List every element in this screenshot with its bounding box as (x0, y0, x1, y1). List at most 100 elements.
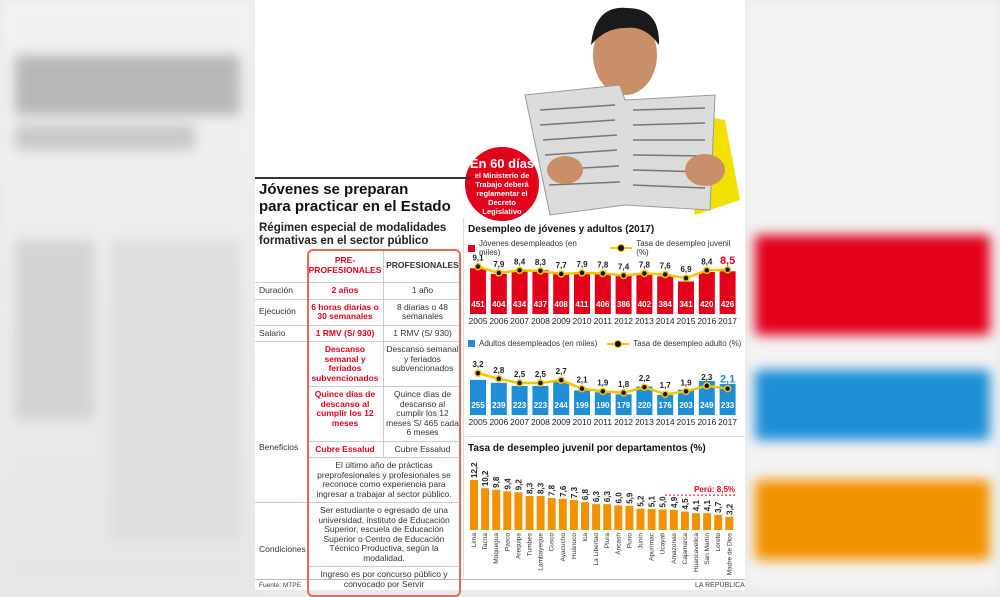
bar (553, 381, 570, 415)
rate-label: 6,9 (680, 265, 692, 274)
x-tick-label: Huánuco (571, 533, 578, 559)
callout-badge: En 60 días el Ministerio de Trabajo debe… (463, 145, 541, 223)
bar-value-label: 384 (659, 300, 673, 309)
x-tick-label: 2005 (469, 417, 488, 427)
chart-title-youth: Desempleo de jóvenes y adultos (2017) (468, 224, 655, 235)
bar (719, 271, 736, 314)
bar (569, 500, 578, 530)
legend-swatch-bar (468, 340, 475, 347)
bar (636, 386, 653, 415)
bar-value-label: 451 (471, 300, 485, 309)
x-tick-label: Apurímac (649, 532, 656, 561)
x-tick-label: Arequipa (515, 533, 522, 559)
shared-benefit: El último año de prácticas preprofesiona… (307, 457, 461, 502)
bar-value-label: 406 (596, 300, 610, 309)
badge-text: el Ministerio de Trabajo deberá reglamen… (474, 171, 530, 216)
legend-adult: Adultos desempleados (en miles) Tasa de … (468, 339, 741, 348)
bar (669, 509, 678, 530)
bar-value-label: 203 (679, 401, 693, 410)
x-tick-label: Loreto (715, 533, 722, 552)
x-tick-label: 2016 (697, 316, 716, 326)
x-tick-label: Huancavelica (693, 533, 700, 572)
rate-point (723, 384, 732, 393)
bar-value-label: 190 (596, 401, 610, 410)
bar (636, 508, 645, 530)
bar (547, 498, 556, 530)
bar (636, 274, 653, 314)
rate-label: 2,8 (493, 366, 505, 375)
bar (714, 514, 723, 530)
bar-value-label: 7,3 (570, 486, 579, 498)
bar-value-label: 12,2 (470, 462, 479, 478)
bar-value-label: 255 (471, 401, 485, 410)
pre-ejecucion: 6 horas diarias o 30 semanales (307, 298, 384, 325)
title-line: para practicar en el Estado (259, 198, 451, 215)
x-tick-label: Ica (582, 533, 589, 542)
x-tick-label: 2006 (489, 417, 508, 427)
bar-value-label: 6,0 (614, 492, 623, 504)
rate-point (682, 387, 690, 396)
x-tick-label: Amazonas (671, 532, 678, 563)
legend-swatch-bar (468, 244, 475, 252)
x-tick-label: Piura (604, 533, 611, 549)
comparison-table: PRE-PROFESIONALES PROFESIONALES Duración… (255, 249, 461, 597)
rate-label: 2,1 (720, 374, 735, 386)
rate-label: 7,8 (597, 260, 609, 269)
subtitle-line: Régimen especial de modalidades (259, 222, 447, 234)
bar (470, 479, 478, 530)
bar-value-label: 6,3 (603, 490, 612, 502)
bar-value-label: 9,2 (514, 479, 523, 491)
x-tick-label: Cusco (549, 533, 556, 552)
row-label-empty (255, 249, 307, 282)
bar-value-label: 4,1 (703, 500, 712, 512)
bar-value-label: 223 (513, 401, 527, 410)
rate-label: 7,6 (660, 261, 672, 270)
bar-value-label: 244 (555, 401, 569, 410)
pre-duracion: 2 años (307, 282, 384, 299)
rate-point (578, 384, 586, 393)
row-label-salario: Salario (255, 324, 307, 342)
bar-value-label: 7,6 (559, 485, 568, 497)
rate-point (723, 266, 732, 274)
rate-point (495, 375, 503, 383)
x-tick-label: 2012 (614, 316, 633, 326)
x-tick-label: La Libertad (593, 533, 600, 566)
bar (615, 394, 632, 415)
x-tick-label: Tacna (482, 533, 489, 551)
bar-value-label: 341 (679, 300, 693, 309)
bar-value-label: 9,8 (492, 476, 501, 488)
condition-requirements: Ser estudiante o egresado de una univers… (307, 502, 461, 566)
row-label-condiciones: Condiciones (255, 502, 307, 597)
badge-headline: En 60 días (469, 156, 535, 171)
bar (594, 273, 611, 314)
bar (615, 276, 632, 314)
bar (678, 281, 694, 314)
pro-duracion: 1 año (384, 282, 461, 299)
bar-value-label: 176 (659, 401, 673, 410)
bar (603, 504, 612, 530)
brand-logo: LA REPÚBLICA (695, 582, 745, 589)
blurred-background-right (745, 0, 1000, 590)
pro-ejecucion: 8 diarias o 48 semanales (384, 298, 461, 325)
rate-label: 7,4 (618, 263, 630, 272)
x-tick-label: 2014 (656, 417, 675, 427)
bar (511, 385, 528, 415)
x-tick-label: 2013 (635, 417, 654, 427)
bar-value-label: 8,3 (537, 482, 546, 494)
bar-value-label: 7,8 (548, 484, 557, 496)
table-subtitle: Régimen especial de modalidades formativ… (259, 222, 446, 248)
legend-swatch-line (610, 244, 633, 252)
photo-young-man-reading-newspaper (524, 7, 740, 216)
x-tick-label: Ayacucho (560, 533, 567, 562)
x-tick-label: 2010 (573, 417, 592, 427)
rate-label: 8,5 (720, 255, 735, 267)
rate-point (599, 387, 607, 396)
chart-youth-unemployment: 451 2005 404 2006 434 2007 437 2008 408 2009 411 20… (469, 254, 738, 326)
rate-point (495, 269, 503, 277)
x-tick-label: 2005 (469, 316, 488, 326)
chart-title-departments: Tasa de desempleo juvenil por departamen… (468, 443, 706, 454)
rate-label: 2,5 (514, 370, 526, 379)
rate-label: 8,3 (535, 258, 547, 267)
bar-value-label: 233 (721, 401, 735, 410)
row-label-beneficios: Beneficios (255, 341, 307, 502)
